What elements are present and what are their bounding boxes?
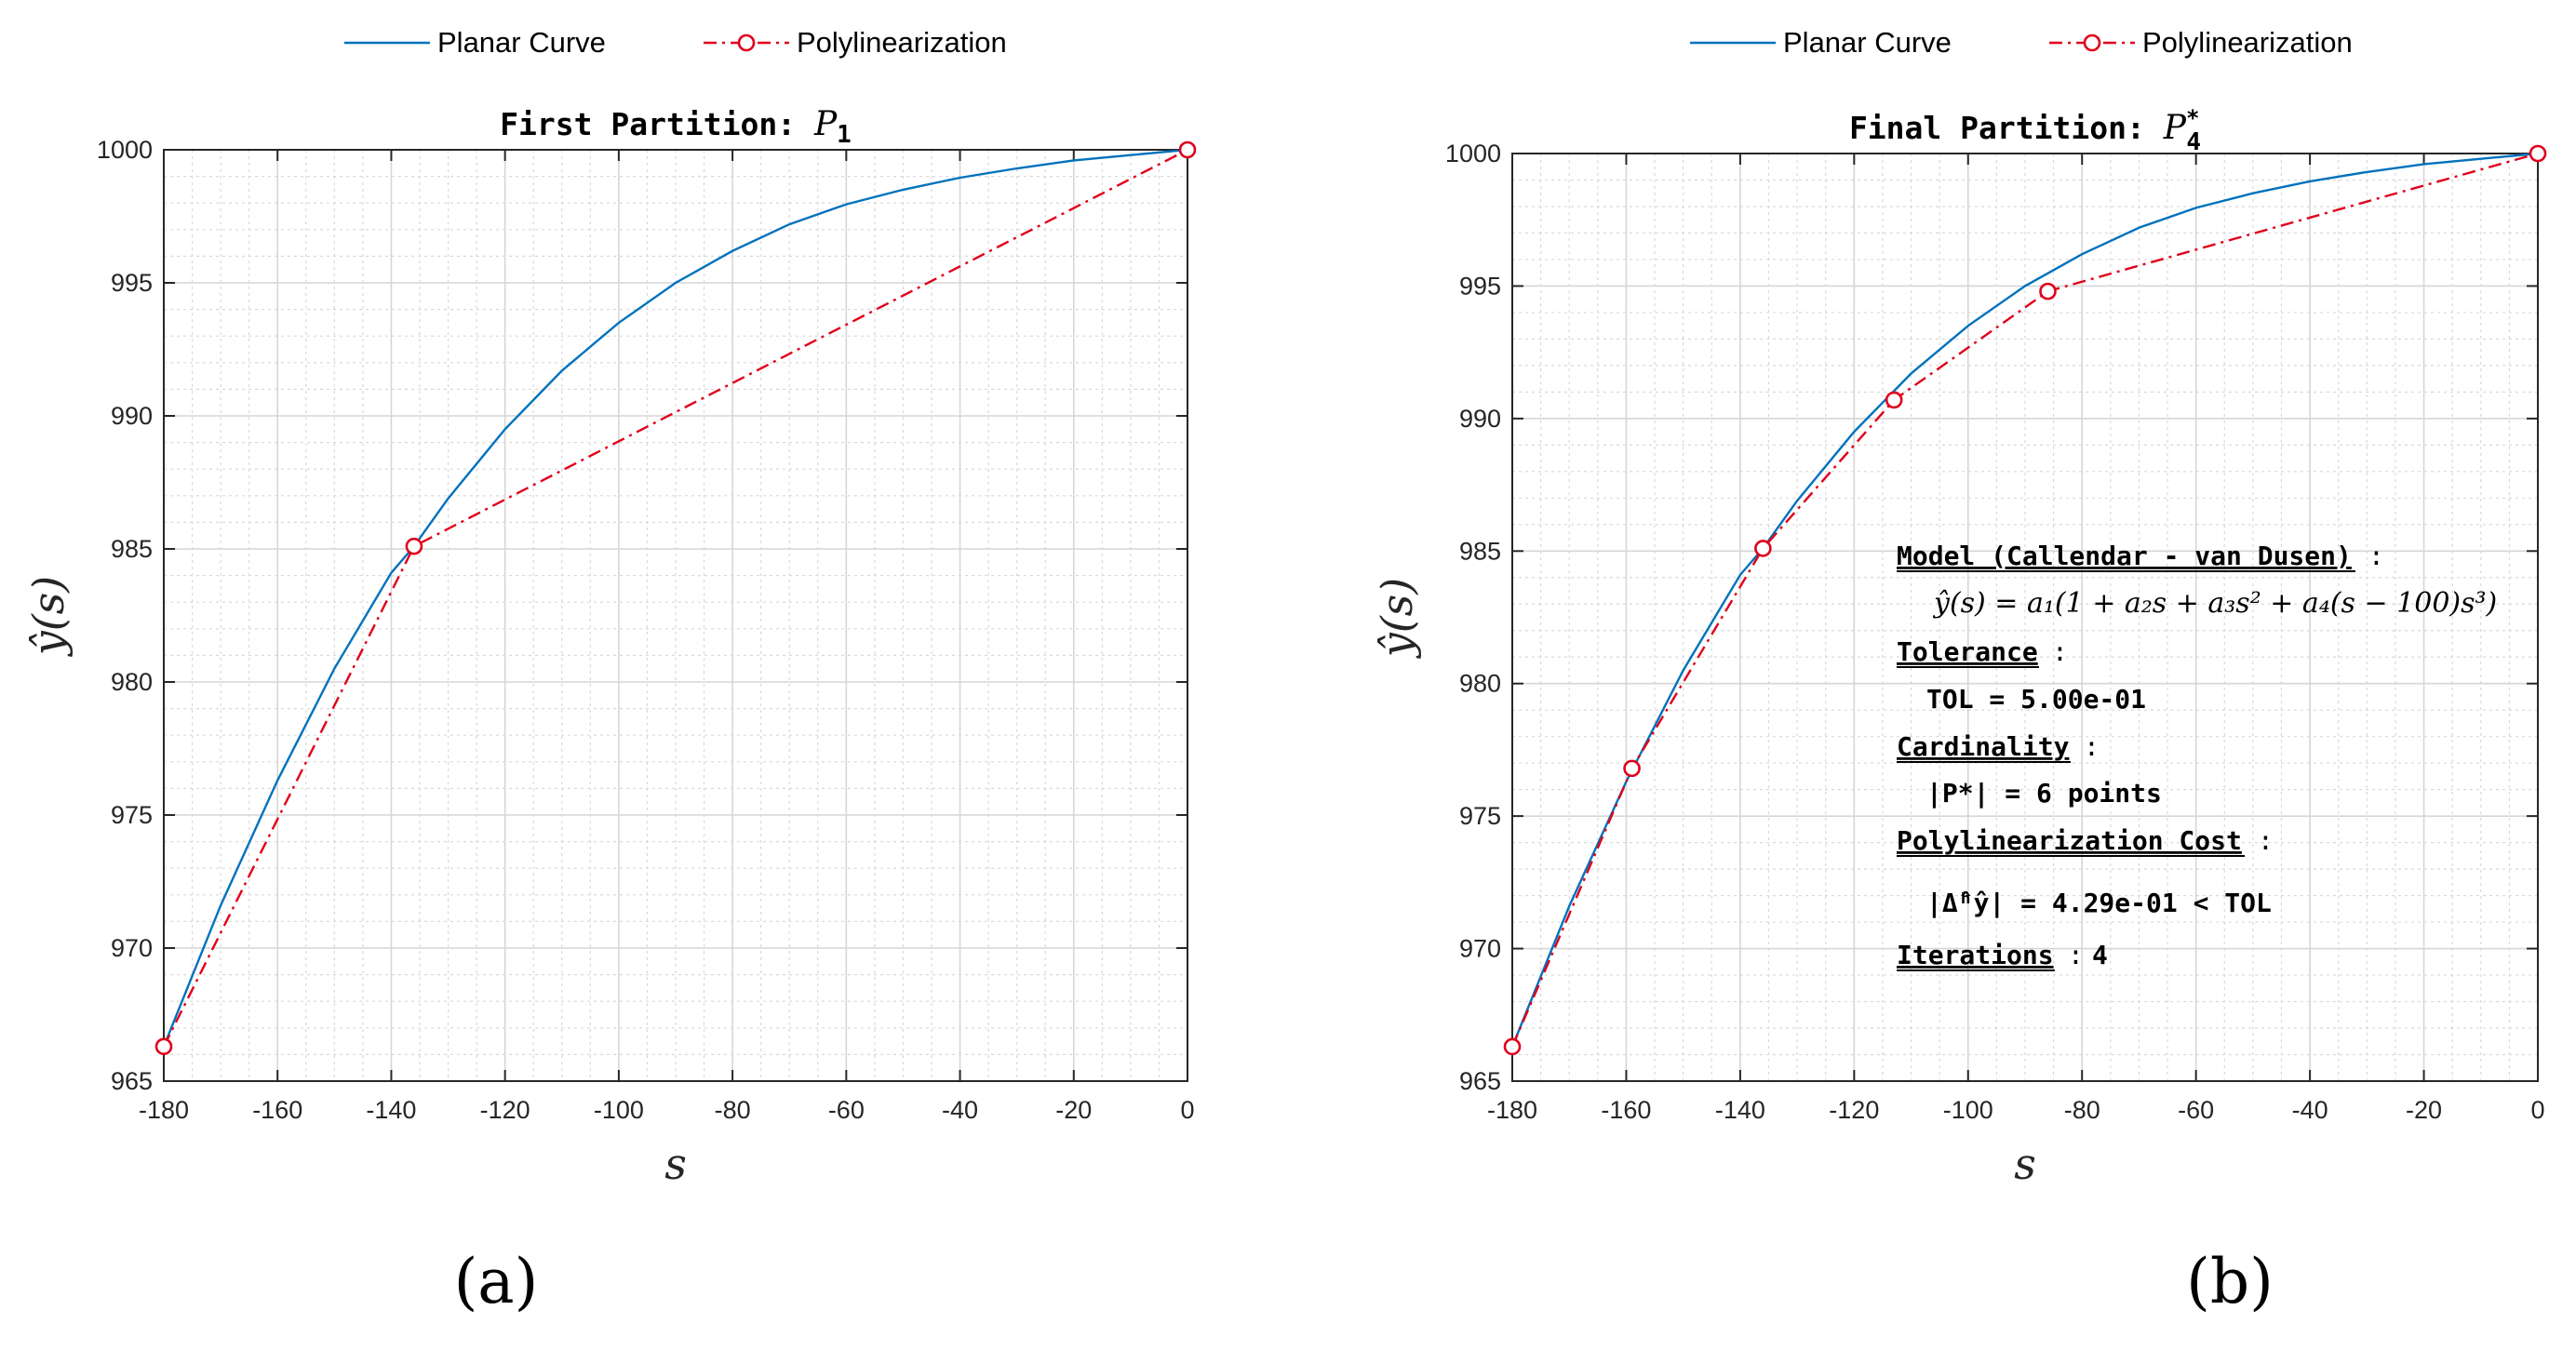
y-tick-label: 980	[111, 668, 153, 696]
x-tick-label: -120	[1829, 1096, 1879, 1124]
iterations-label-colon: :	[2068, 940, 2084, 970]
tolerance-value: TOL = 5.00e-01	[1926, 684, 2146, 715]
x-tick-label: -60	[2178, 1096, 2214, 1124]
iterations-label: Iterations	[1897, 940, 2054, 970]
legend-label-planar-curve: Planar Curve	[437, 26, 606, 59]
legend-marker	[737, 33, 756, 52]
chart-title-sub: 4	[2186, 128, 2201, 156]
x-tick-label: -180	[1487, 1096, 1537, 1124]
iterations-value: 4	[2092, 940, 2108, 970]
data-point	[2529, 144, 2547, 163]
data-point	[1503, 1037, 1522, 1056]
x-tick-label: -40	[2292, 1096, 2328, 1124]
x-tick-label: 0	[2530, 1096, 2544, 1124]
model-formula: ŷ(s) = a₁(1 + a₂s + a₃s² + a₄(s − 100)s³…	[1932, 587, 2497, 620]
y-axis-label: ŷ(s)	[23, 576, 74, 658]
chart-title-math: P	[813, 105, 838, 143]
cardinality-label-colon: :	[2084, 731, 2100, 762]
x-tick-label: -180	[139, 1096, 189, 1124]
y-tick-label: 1000	[1445, 140, 1501, 167]
y-tick-label: 965	[1459, 1067, 1501, 1095]
axes-box	[163, 149, 1188, 1082]
y-tick-label: 990	[1459, 405, 1501, 433]
legend-label-polylinearization: Polylinearization	[2142, 26, 2353, 59]
x-tick-label: -100	[1943, 1096, 1993, 1124]
y-tick-label: 995	[111, 269, 153, 297]
data-point	[1754, 540, 1772, 557]
data-point	[1885, 391, 1903, 409]
y-tick-label: 990	[111, 402, 153, 430]
panel-label: (a)	[454, 1246, 539, 1317]
cardinality-value: |P*| = 6 points	[1926, 778, 2162, 809]
chart-title-sup: *	[2186, 105, 2199, 131]
y-tick-label: 965	[111, 1067, 153, 1095]
tolerance-label: Tolerance	[1897, 636, 2038, 667]
cost-value: |Δ̂ʰŷ| = 4.29e-01 < TOL	[1926, 888, 2272, 918]
y-tick-label: 985	[111, 535, 153, 563]
panel-label: (b)	[2186, 1246, 2274, 1317]
plot-area	[164, 150, 1187, 1081]
tolerance-label-colon: :	[2052, 636, 2068, 667]
cost-label: Polylinearization Cost	[1897, 825, 2242, 856]
legend-label-planar-curve: Planar Curve	[1783, 26, 1952, 59]
chart-title: First Partition: P1	[500, 105, 852, 149]
grid	[163, 149, 1188, 1082]
x-tick-label: -160	[1601, 1096, 1651, 1124]
y-axis-label: ŷ(s)	[1372, 578, 1422, 660]
x-tick-label: -40	[942, 1096, 978, 1124]
y-tick-label: 1000	[97, 136, 153, 164]
chart-panel-a: -180 -160 -140 -120 -100 -80 -60 -40 -20 0 965 970 9…	[23, 26, 1197, 1317]
x-tick-label: -100	[594, 1096, 644, 1124]
x-tick-label: -140	[366, 1096, 416, 1124]
cardinality-label: Cardinality	[1897, 731, 2070, 762]
y-tick-label: 970	[111, 934, 153, 962]
data-point	[1623, 759, 1641, 778]
x-tick-label: -20	[1055, 1096, 1092, 1124]
y-tick-label: 985	[1459, 537, 1501, 565]
chart-panel-b: -180 -160 -140 -120 -100 -80 -60 -40 -20 0 965 970 9…	[1372, 26, 2547, 1317]
data-point	[405, 537, 423, 555]
model-label-colon: :	[2368, 541, 2384, 571]
model-label: Model (Callendar - van Dusen)	[1897, 541, 2352, 571]
chart-title-text: Final Partition:	[1849, 110, 2164, 146]
y-tick-label: 975	[111, 801, 153, 829]
x-axis-label: s	[664, 1139, 687, 1189]
annotation-box: Model (Callendar - van Dusen): ŷ(s) = a₁(…	[1897, 541, 2497, 971]
chart-title: Final Partition: P* 4	[1849, 105, 2201, 156]
cost-label-colon: :	[2258, 825, 2274, 856]
legend-label-polylinearization: Polylinearization	[797, 26, 1007, 59]
chart-title-math: P	[2163, 109, 2187, 147]
x-tick-label: -60	[828, 1096, 865, 1124]
y-tick-label: 995	[1459, 272, 1501, 300]
y-tick-label: 975	[1459, 802, 1501, 830]
data-point	[2039, 282, 2057, 301]
x-tick-label: -160	[252, 1096, 302, 1124]
x-tick-label: -120	[480, 1096, 530, 1124]
x-tick-label: -80	[2064, 1096, 2100, 1124]
x-tick-label: -140	[1715, 1096, 1765, 1124]
chart-title-sub: 1	[837, 121, 852, 149]
data-point	[1178, 140, 1197, 159]
x-tick-label: -80	[715, 1096, 751, 1124]
x-tick-label: -20	[2406, 1096, 2442, 1124]
axes-box	[1511, 153, 2539, 1082]
series-line-planar-curve	[162, 148, 1188, 1048]
data-point	[154, 1037, 173, 1056]
x-axis-label: s	[2014, 1139, 2036, 1189]
series-line-planar-curve	[1510, 152, 2539, 1048]
grid	[1511, 153, 2539, 1082]
series-line-polylinearization	[1510, 152, 2539, 1048]
y-tick-label: 970	[1459, 935, 1501, 963]
legend-marker	[2083, 33, 2101, 52]
y-tick-label: 980	[1459, 670, 1501, 698]
x-tick-label: 0	[1180, 1096, 1194, 1124]
chart-title-text: First Partition:	[500, 106, 814, 142]
